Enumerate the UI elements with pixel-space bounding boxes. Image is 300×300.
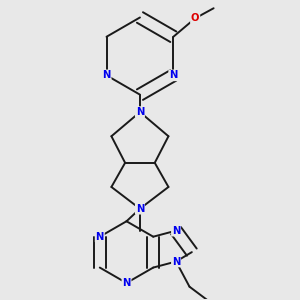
Text: N: N: [136, 107, 144, 117]
Text: N: N: [102, 70, 111, 80]
Text: N: N: [122, 278, 131, 288]
Text: N: N: [96, 232, 104, 242]
Text: O: O: [191, 13, 200, 23]
Text: N: N: [172, 256, 180, 266]
Text: N: N: [169, 70, 178, 80]
Text: N: N: [172, 226, 180, 236]
Text: N: N: [136, 204, 144, 214]
